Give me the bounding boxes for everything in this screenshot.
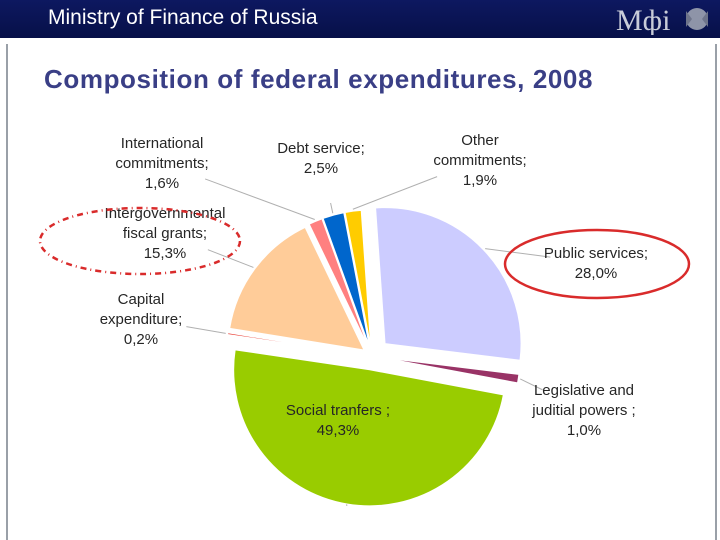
leader-line-intergovernmental-fiscal-grants: [207, 249, 254, 268]
slide-title: Composition of federal expenditures, 200…: [44, 64, 594, 94]
pie-slices: [227, 207, 522, 507]
leader-line-public-services: [485, 248, 551, 258]
slice-labels: Public services; 28,0% Legislative and judi…: [100, 132, 648, 439]
logo-text: Мфi: [616, 4, 670, 35]
slice-label-debt-service: Debt service; 2,5%: [277, 140, 365, 177]
left-border-line: [6, 44, 8, 540]
eagle-emblem-icon: [686, 8, 708, 30]
highlight-intergovernmental-fiscal-grants: [38, 206, 242, 276]
header-title: Ministry of Finance of Russia: [48, 6, 318, 29]
slice-label-intergovernmental-fiscal-grants: Intergovernmental fiscal grants; 15,3%: [105, 205, 226, 262]
leader-line-legislative-and-juditial-powers: [520, 378, 543, 391]
slice-label-public-services: Public services; 28,0%: [544, 245, 648, 282]
pie-slice-social-tranfers: [233, 349, 504, 507]
header-bar: Ministry of Finance of Russia Мфi: [0, 0, 720, 38]
ministry-logo: Мфi: [616, 4, 708, 35]
slice-label-social-tranfers: Social tranfers ; 49,3%: [286, 402, 390, 439]
right-border-line: [715, 44, 717, 540]
slice-label-legislative-and-juditial-powers: Legislative and juditial powers ; 1,0%: [531, 382, 635, 439]
slice-label-capital-expenditure: Capital expenditure; 0,2%: [100, 291, 183, 348]
pie-slice-public-services: [375, 207, 522, 361]
leader-line-other-commitments: [352, 176, 438, 210]
leader-line-international-commitments: [204, 178, 315, 220]
slice-label-other-commitments: Other commitments; 1,9%: [433, 132, 526, 189]
highlight-ellipses: [38, 206, 691, 300]
leader-line-debt-service: [330, 202, 334, 214]
leader-line-capital-expenditure: [186, 326, 226, 334]
slice-label-international-commitments: International commitments; 1,6%: [115, 135, 208, 192]
pie-slice-international-commitments: [308, 218, 369, 347]
pie-slice-capital-expenditure: [227, 332, 363, 355]
highlight-public-services: [503, 228, 691, 300]
pie-slice-intergovernmental-fiscal-grants: [229, 226, 365, 351]
pie-slice-debt-service: [322, 212, 370, 347]
pie-slice-other-commitments: [344, 209, 372, 347]
pie-slice-legislative-and-juditial-powers: [383, 357, 520, 384]
